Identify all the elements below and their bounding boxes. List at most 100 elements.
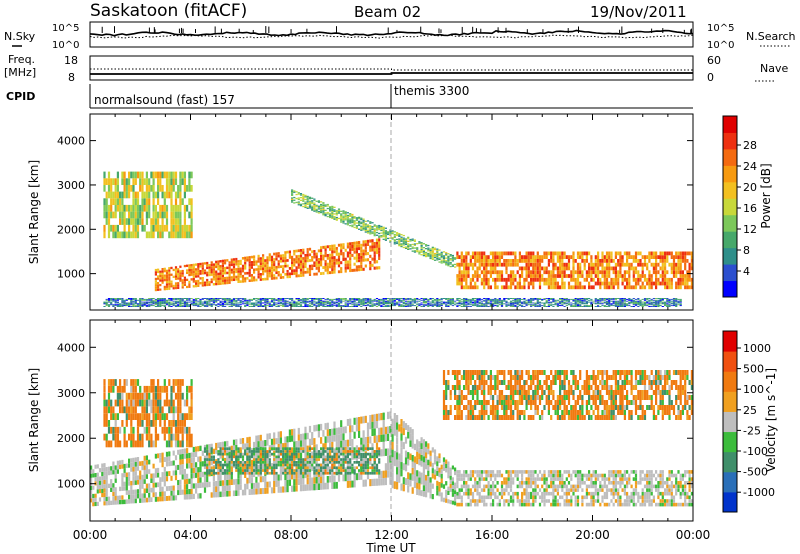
- power-cell: [556, 305, 559, 307]
- power-cell: [177, 275, 180, 278]
- velocity-cell: [121, 399, 124, 407]
- velocity-cell: [114, 491, 117, 496]
- velocity-cell: [157, 467, 160, 473]
- power-cell: [154, 303, 157, 305]
- power-cell: [206, 298, 209, 300]
- velocity-cell: [114, 379, 117, 386]
- power-cell: [373, 235, 376, 237]
- power-cell: [293, 301, 296, 303]
- power-cell: [190, 303, 193, 305]
- power-cell: [378, 266, 381, 270]
- power-cell: [335, 211, 338, 213]
- velocity-cell: [112, 433, 115, 441]
- power-cell: [371, 242, 374, 246]
- power-cell: [306, 298, 309, 300]
- power-cell: [210, 298, 213, 300]
- power-cell: [364, 223, 367, 225]
- power-cell: [393, 298, 396, 299]
- power-cell: [170, 178, 173, 185]
- power-cell: [358, 223, 361, 225]
- power-cell: [628, 270, 631, 275]
- power-cell: [373, 242, 376, 246]
- power-cell: [407, 298, 410, 299]
- velocity-cell: [183, 448, 186, 454]
- power-cell: [112, 178, 115, 185]
- power-cell: [567, 300, 571, 302]
- power-cell: [483, 255, 486, 259]
- power-cell: [670, 281, 673, 286]
- power-cell: [661, 255, 664, 259]
- power-cell: [474, 303, 477, 305]
- power-cell: [652, 304, 655, 306]
- power-cell: [255, 304, 258, 306]
- power-cell: [324, 302, 327, 304]
- power-cell: [632, 274, 635, 278]
- power-cell: [523, 259, 526, 263]
- power-cell: [324, 301, 327, 303]
- power-cell: [165, 283, 169, 286]
- power-cell: [407, 238, 410, 240]
- power-cell: [643, 301, 647, 303]
- power-cell: [103, 211, 106, 219]
- power-cell: [594, 300, 597, 302]
- power-cell: [648, 277, 651, 282]
- power-cell: [391, 299, 394, 301]
- power-cell: [190, 198, 193, 205]
- power-cell: [447, 301, 450, 303]
- power-cell: [322, 304, 325, 306]
- power-cell: [463, 300, 466, 302]
- power-cell: [346, 217, 349, 219]
- power-cell: [585, 277, 588, 282]
- power-cell: [186, 285, 189, 289]
- power-cell: [355, 217, 358, 219]
- power-cell: [458, 281, 461, 286]
- power-cell: [594, 259, 597, 263]
- power-cell: [588, 274, 591, 278]
- power-cell: [614, 274, 617, 278]
- power-cell: [121, 302, 124, 304]
- power-cell: [447, 300, 450, 302]
- power-cell: [132, 298, 135, 299]
- power-cell: [360, 229, 363, 231]
- velocity-cell: [94, 464, 97, 469]
- power-cell: [299, 251, 303, 255]
- power-cell: [268, 258, 271, 262]
- power-cell: [559, 298, 562, 299]
- velocity-cell: [143, 460, 146, 466]
- power-cell: [203, 298, 207, 299]
- power-cell: [128, 171, 131, 179]
- velocity-cell: [141, 460, 144, 466]
- power-cell: [188, 264, 191, 267]
- velocity-cell: [163, 413, 166, 420]
- power-cell: [431, 301, 434, 303]
- power-cell: [306, 267, 309, 271]
- power-cell: [197, 300, 200, 302]
- power-cell: [228, 268, 231, 272]
- power-cell: [168, 301, 171, 303]
- power-cell: [681, 255, 684, 259]
- power-cell: [123, 211, 126, 219]
- power-cell: [559, 259, 562, 263]
- power-cell: [317, 207, 320, 209]
- power-cell: [353, 222, 356, 225]
- velocity-cell: [154, 385, 157, 393]
- power-cell: [610, 305, 613, 307]
- power-cell: [523, 298, 526, 300]
- power-cell: [507, 304, 510, 306]
- power-cell: [351, 247, 354, 251]
- power-cell: [299, 301, 303, 303]
- power-cell: [326, 306, 329, 307]
- power-cell: [483, 266, 486, 271]
- power-cell: [425, 298, 428, 299]
- power-cell: [436, 298, 439, 299]
- power-cell: [331, 216, 334, 218]
- power-cell: [157, 298, 160, 300]
- power-cell: [422, 299, 425, 301]
- power-cell: [449, 301, 452, 303]
- power-cell: [139, 303, 142, 305]
- power-cell: [355, 226, 358, 228]
- power-cell: [688, 274, 691, 278]
- power-cell: [297, 192, 300, 194]
- power-cell: [253, 303, 256, 305]
- power-cell: [163, 299, 166, 301]
